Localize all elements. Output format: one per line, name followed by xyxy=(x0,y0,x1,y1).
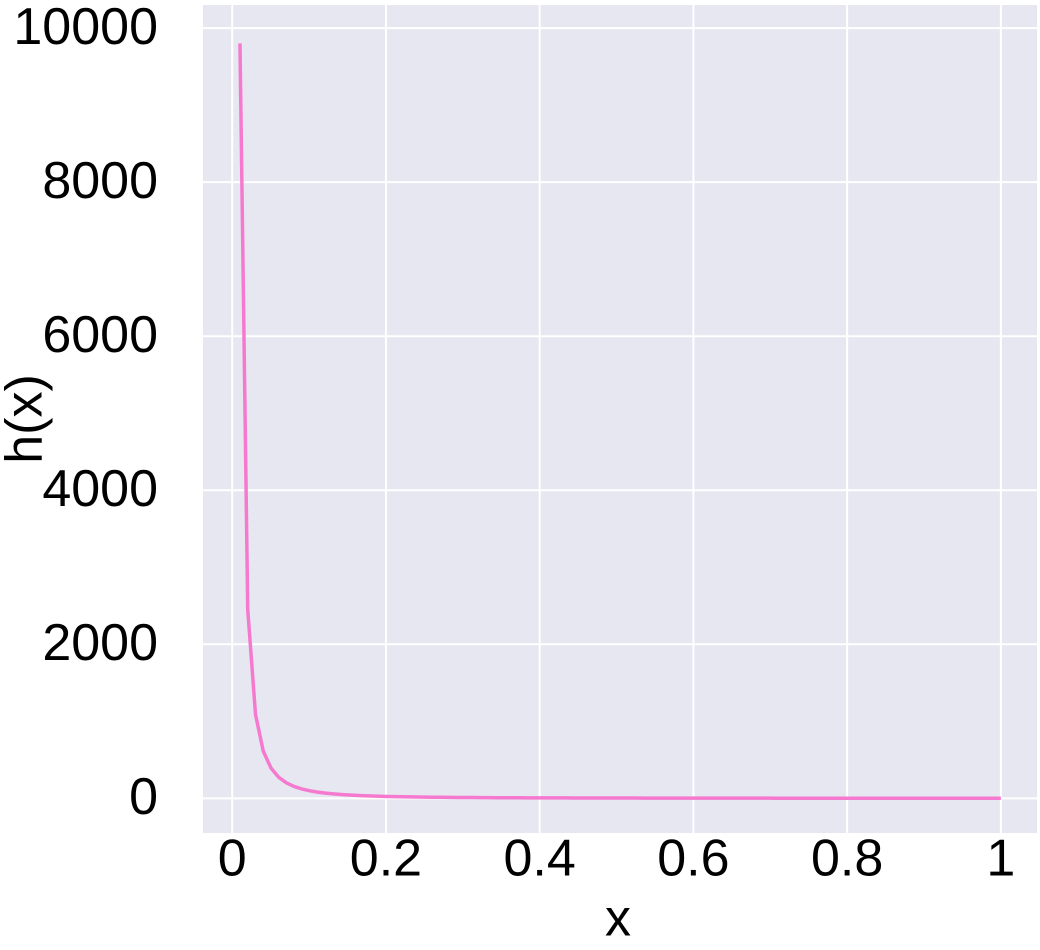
y-tick-label: 6000 xyxy=(42,306,158,364)
y-tick-label: 0 xyxy=(129,768,158,826)
x-tick-label: 1 xyxy=(986,830,1015,888)
y-tick-label: 8000 xyxy=(42,152,158,210)
y-axis-title: h(x) xyxy=(0,374,54,464)
x-tick-label: 0.8 xyxy=(811,830,883,888)
y-tick-label: 4000 xyxy=(42,460,158,518)
x-tick-label: 0.2 xyxy=(350,830,422,888)
x-tick-label: 0.6 xyxy=(657,830,729,888)
x-axis-title: x xyxy=(605,890,631,948)
y-tick-label: 10000 xyxy=(13,0,158,56)
line-series xyxy=(238,43,1001,801)
x-tick-label: 0.4 xyxy=(504,830,576,888)
plot-area xyxy=(203,5,1037,833)
y-tick-label: 2000 xyxy=(42,614,158,672)
x-tick-label: 0 xyxy=(218,830,247,888)
